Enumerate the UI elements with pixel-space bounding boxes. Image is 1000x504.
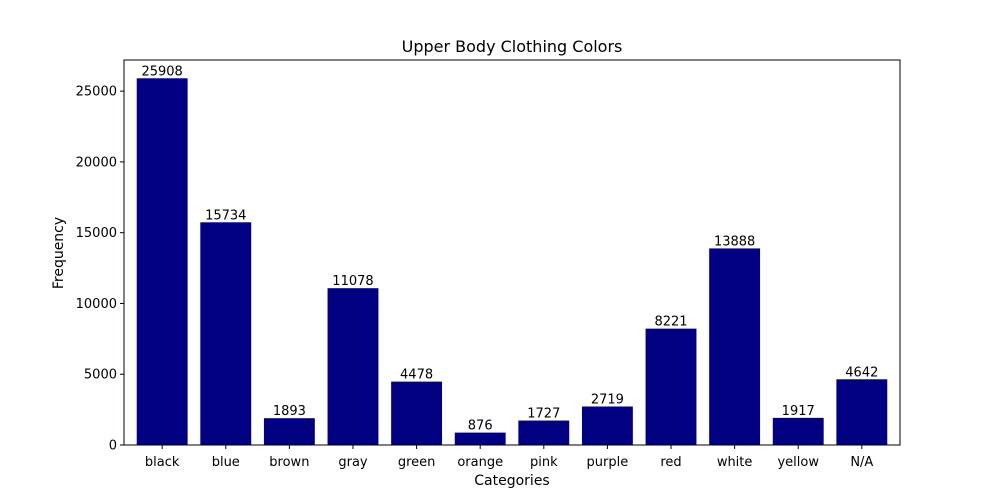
x-tick-label: white xyxy=(717,455,753,470)
plot-frame xyxy=(123,59,901,446)
x-tick-label: gray xyxy=(338,455,368,470)
x-axis-label: Categories xyxy=(474,473,549,489)
y-tick-label: 20000 xyxy=(76,155,117,170)
x-tick-label: pink xyxy=(530,455,558,470)
bar-purple xyxy=(581,406,633,445)
bar-gray xyxy=(327,288,379,445)
data-label: 1727 xyxy=(527,407,560,422)
bar-blue xyxy=(200,222,252,445)
data-label: 876 xyxy=(468,419,493,434)
data-label: 15734 xyxy=(205,208,246,223)
y-tick-label: 15000 xyxy=(76,226,117,241)
x-tick-label: red xyxy=(660,455,681,470)
y-axis-label: Frequency xyxy=(51,217,67,289)
plot-area: 0 5000 10000 15000 20000 25000 25908 black 15734… xyxy=(76,64,888,470)
data-label: 25908 xyxy=(141,64,182,79)
data-label: 4642 xyxy=(845,365,878,380)
bar-green xyxy=(391,381,443,445)
bar-white xyxy=(709,248,761,445)
data-label: 4478 xyxy=(400,368,433,383)
bar-brown xyxy=(263,418,315,445)
bar-orange xyxy=(454,432,506,445)
y-tick-label: 5000 xyxy=(84,368,117,383)
y-tick-label: 0 xyxy=(109,439,117,454)
x-tick-label: black xyxy=(145,455,180,470)
x-tick-label: brown xyxy=(269,455,309,470)
data-label: 1893 xyxy=(273,404,306,419)
data-label: 13888 xyxy=(714,234,755,249)
bar-pink xyxy=(518,420,570,445)
x-tick-label: orange xyxy=(457,455,503,470)
x-tick-label: yellow xyxy=(777,455,819,470)
bar-yellow xyxy=(772,417,824,445)
bar-n-a xyxy=(836,379,888,445)
x-tick-label: N/A xyxy=(850,455,873,470)
bar-black xyxy=(136,78,188,445)
x-tick-label: green xyxy=(398,455,436,470)
y-tick-label: 10000 xyxy=(76,297,117,312)
data-label: 1917 xyxy=(782,404,815,419)
data-label: 8221 xyxy=(654,315,687,330)
chart-title: Upper Body Clothing Colors xyxy=(402,37,623,56)
y-tick-label: 25000 xyxy=(76,85,117,100)
x-tick-label: blue xyxy=(212,455,240,470)
bar-red xyxy=(645,328,697,445)
data-label: 2719 xyxy=(591,393,624,408)
data-label: 11078 xyxy=(332,274,373,289)
x-tick-label: purple xyxy=(587,455,629,470)
